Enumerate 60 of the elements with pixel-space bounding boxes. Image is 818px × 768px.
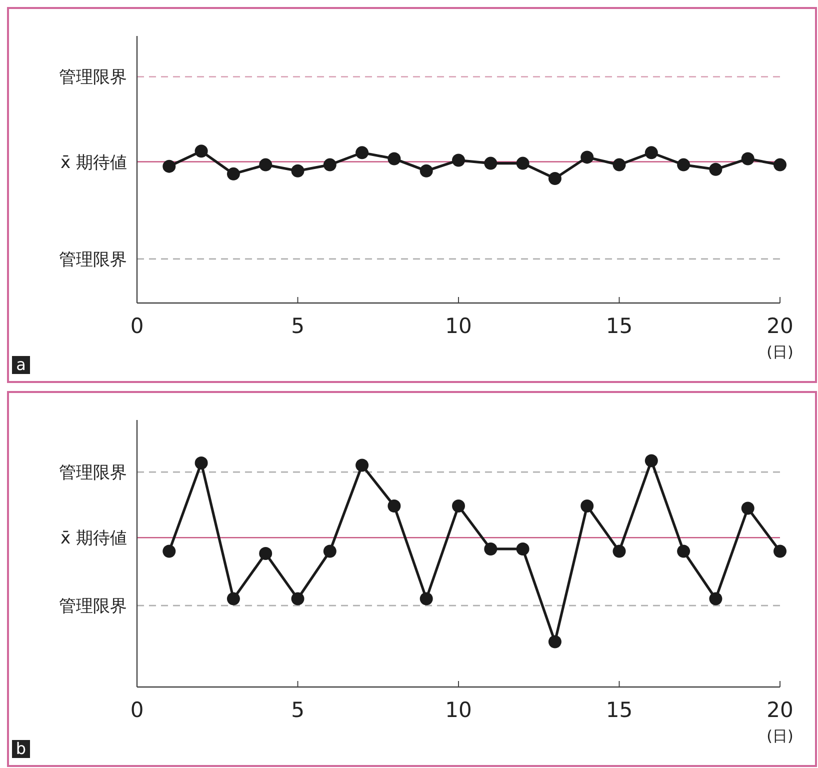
point xyxy=(677,544,690,558)
point xyxy=(323,544,336,558)
point xyxy=(226,167,240,180)
ref-line-label: x̄ 期待値 xyxy=(60,528,127,549)
point xyxy=(677,158,690,172)
point xyxy=(516,542,530,556)
point xyxy=(548,635,562,648)
ref-line-label: 管理限界 xyxy=(59,463,127,484)
text: b xyxy=(16,739,26,758)
point xyxy=(356,146,369,160)
point xyxy=(741,152,754,166)
point xyxy=(612,158,626,172)
point xyxy=(259,547,272,560)
point xyxy=(420,164,433,178)
point xyxy=(612,544,626,558)
point xyxy=(162,544,176,558)
point xyxy=(226,592,240,606)
point xyxy=(709,162,722,176)
x-tick-label: 15 xyxy=(606,314,633,338)
x-tick-label: 20 xyxy=(766,314,794,338)
point xyxy=(452,154,465,167)
point xyxy=(644,454,658,468)
point xyxy=(452,499,465,512)
x-tick-label: 10 xyxy=(445,314,472,338)
point xyxy=(580,150,594,164)
point xyxy=(774,544,786,558)
point xyxy=(194,144,208,158)
x-tick-label: 15 xyxy=(606,698,633,722)
point xyxy=(194,456,208,470)
x-tick-label: 5 xyxy=(291,314,304,338)
text: a xyxy=(16,355,26,374)
point xyxy=(420,592,433,606)
x-tick-label: 10 xyxy=(445,698,472,722)
x-tick-label: 0 xyxy=(130,314,144,338)
point xyxy=(388,152,401,166)
ref-line-label: x̄ 期待値 xyxy=(60,152,127,173)
point xyxy=(709,592,722,606)
point xyxy=(580,499,594,512)
point xyxy=(741,502,754,515)
point xyxy=(774,158,786,172)
point xyxy=(548,172,562,185)
point xyxy=(484,542,498,556)
point xyxy=(644,146,658,160)
x-tick-label: 5 xyxy=(291,698,304,722)
point xyxy=(323,158,336,172)
ref-line-label: 管理限界 xyxy=(59,68,127,88)
point xyxy=(291,592,304,606)
x-axis-title: (日) xyxy=(766,727,794,745)
point xyxy=(356,458,369,472)
point xyxy=(291,164,304,178)
point xyxy=(516,156,530,170)
x-tick-label: 20 xyxy=(766,698,794,722)
point xyxy=(484,156,498,170)
x-tick-label: 0 xyxy=(130,698,144,722)
ref-line-label: 管理限界 xyxy=(59,596,127,617)
point xyxy=(388,499,401,512)
ref-line-label: 管理限界 xyxy=(59,250,127,270)
x-axis-title: (日) xyxy=(766,343,794,361)
point xyxy=(162,160,176,173)
point xyxy=(259,158,272,172)
